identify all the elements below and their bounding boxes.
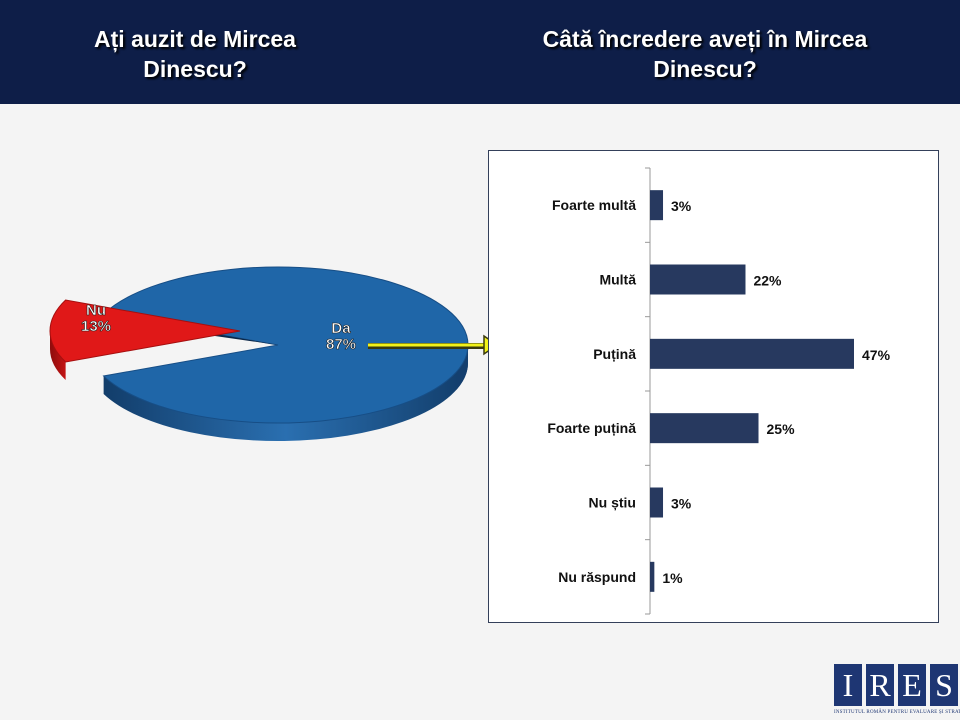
logo-letter: S (930, 664, 958, 706)
bar-chart-title: Câtă încredere aveți în Mircea Dinescu? (542, 26, 868, 82)
bar (650, 338, 854, 369)
category-label: Multă (599, 272, 636, 288)
bar-chart: Foarte multă 3% Multă 22% Puțină 47% Foarte pu… (488, 150, 939, 623)
ires-logo: I R E S INSTITUTUL ROMÂN PENTRU EVALUARE… (834, 664, 960, 720)
pie-slice-nu (49, 299, 241, 363)
pie-chart: Da 87% Nu 13% (49, 266, 499, 441)
pie-slice-side-nu (50, 331, 66, 380)
logo-letter: E (898, 664, 926, 706)
bar (650, 487, 664, 518)
logo-letter: R (866, 664, 894, 706)
bar-value-label: 22% (753, 273, 782, 289)
bar-value-label: 3% (671, 198, 692, 214)
bar-chart-frame (488, 150, 939, 623)
bar (650, 190, 664, 221)
pie-label-nu: Nu 13% (81, 302, 111, 335)
category-label: Foarte multă (552, 197, 636, 213)
logo-subtitle: INSTITUTUL ROMÂN PENTRU EVALUARE ȘI STRA… (834, 710, 960, 715)
pie-slice-side-da (103, 345, 468, 441)
bar (650, 264, 746, 295)
bar-value-label: 3% (671, 496, 692, 512)
pie-chart-title: Ați auzit de Mircea Dinescu? (94, 26, 296, 82)
category-label: Foarte puțină (547, 420, 636, 436)
category-label: Puțină (593, 346, 636, 362)
category-label: Nu răspund (558, 569, 636, 585)
category-label: Nu știu (589, 495, 636, 511)
bar (650, 561, 655, 592)
bar (650, 413, 759, 444)
bar-value-label: 25% (767, 421, 796, 437)
header-bar: Ați auzit de Mircea Dinescu? Câtă încred… (0, 0, 960, 104)
logo-letter: I (834, 664, 862, 706)
bar-value-label: 1% (662, 570, 683, 586)
bar-value-label: 47% (862, 347, 891, 363)
pie-label-da: Da 87% (326, 320, 356, 353)
